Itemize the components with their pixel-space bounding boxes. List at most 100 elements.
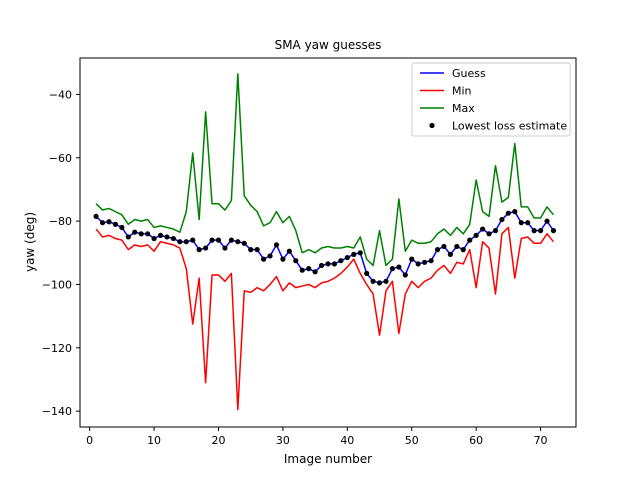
data-point-lowest-loss-estimate <box>525 220 531 226</box>
data-point-lowest-loss-estimate <box>235 239 241 245</box>
plot-frame <box>79 57 577 428</box>
chart-title: SMA yaw guesses <box>275 38 382 52</box>
data-point-lowest-loss-estimate <box>260 256 267 262</box>
data-point-lowest-loss-estimate <box>409 256 415 262</box>
x-tick-label: 0 <box>86 434 93 447</box>
x-tick-label: 30 <box>276 434 290 447</box>
plot-points <box>93 209 557 286</box>
data-point-lowest-loss-estimate <box>505 210 511 216</box>
data-point-lowest-loss-estimate <box>203 245 209 251</box>
data-point-lowest-loss-estimate <box>331 261 338 267</box>
data-point-lowest-loss-estimate <box>344 254 350 261</box>
data-point-lowest-loss-estimate <box>196 247 202 253</box>
data-point-lowest-loss-estimate <box>441 243 447 250</box>
legend: Guess Min Max Lowest loss estimate <box>411 62 571 137</box>
y-tick-label: −80 <box>49 215 72 228</box>
data-point-lowest-loss-estimate <box>318 262 325 269</box>
data-point-lowest-loss-estimate <box>209 237 215 243</box>
data-point-lowest-loss-estimate <box>119 224 125 231</box>
data-point-lowest-loss-estimate <box>93 213 99 219</box>
data-point-lowest-loss-estimate <box>325 261 331 267</box>
data-point-lowest-loss-estimate <box>376 280 383 286</box>
data-point-lowest-loss-estimate <box>164 234 170 240</box>
y-tick-label: −60 <box>49 152 72 165</box>
data-point-lowest-loss-estimate <box>499 216 505 223</box>
data-point-lowest-loss-estimate <box>273 242 280 248</box>
data-point-lowest-loss-estimate <box>370 278 376 284</box>
x-axis-ticks: 0 10 20 30 40 50 60 70 <box>86 427 548 447</box>
data-point-lowest-loss-estimate <box>338 258 344 264</box>
data-point-lowest-loss-estimate <box>299 267 305 273</box>
data-point-lowest-loss-estimate <box>415 261 421 267</box>
x-tick-label: 60 <box>469 434 483 447</box>
legend-box <box>411 62 571 137</box>
data-point-lowest-loss-estimate <box>306 266 312 272</box>
data-point-lowest-loss-estimate <box>312 269 318 275</box>
data-point-lowest-loss-estimate <box>351 251 357 257</box>
data-point-lowest-loss-estimate <box>480 226 486 232</box>
data-point-lowest-loss-estimate <box>177 239 183 245</box>
legend-swatch-lowest-loss-estimate <box>429 122 435 129</box>
data-point-lowest-loss-estimate <box>132 229 138 235</box>
data-point-lowest-loss-estimate <box>428 258 434 264</box>
data-point-lowest-loss-estimate <box>170 235 176 242</box>
data-point-lowest-loss-estimate <box>364 270 370 276</box>
x-axis-title: Image number <box>284 452 372 466</box>
y-axis-ticks: −140 −120 −100 −80 −60 −40 <box>42 88 80 418</box>
data-point-lowest-loss-estimate <box>99 220 106 226</box>
series-line-max <box>95 73 555 267</box>
x-tick-label: 40 <box>340 434 354 447</box>
data-point-lowest-loss-estimate <box>228 237 234 243</box>
data-point-lowest-loss-estimate <box>254 247 260 253</box>
data-point-lowest-loss-estimate <box>145 231 151 237</box>
data-point-lowest-loss-estimate <box>422 259 428 265</box>
y-tick-label: −100 <box>42 278 72 291</box>
legend-label-lowest-loss-estimate: Lowest loss estimate <box>452 120 567 133</box>
data-point-lowest-loss-estimate <box>190 237 196 243</box>
data-point-lowest-loss-estimate <box>248 247 254 253</box>
data-point-lowest-loss-estimate <box>454 243 460 250</box>
data-point-lowest-loss-estimate <box>222 245 228 251</box>
data-point-lowest-loss-estimate <box>389 266 396 272</box>
data-point-lowest-loss-estimate <box>434 247 441 253</box>
data-point-lowest-loss-estimate <box>125 234 131 240</box>
data-point-lowest-loss-estimate <box>293 258 299 264</box>
data-point-lowest-loss-estimate <box>286 248 292 254</box>
data-point-lowest-loss-estimate <box>460 247 466 253</box>
data-point-lowest-loss-estimate <box>215 237 222 243</box>
data-point-lowest-loss-estimate <box>138 231 144 237</box>
data-point-lowest-loss-estimate <box>157 232 164 238</box>
data-point-lowest-loss-estimate <box>550 228 557 234</box>
x-tick-label: 70 <box>534 434 548 447</box>
data-point-lowest-loss-estimate <box>151 235 157 242</box>
data-point-lowest-loss-estimate <box>492 228 499 234</box>
legend-label-max: Max <box>452 102 475 115</box>
data-point-lowest-loss-estimate <box>402 272 408 278</box>
data-point-lowest-loss-estimate <box>280 256 286 262</box>
data-point-lowest-loss-estimate <box>518 220 524 226</box>
data-point-lowest-loss-estimate <box>531 228 537 234</box>
x-tick-label: 20 <box>211 434 225 447</box>
legend-label-min: Min <box>452 85 472 98</box>
y-tick-label: −40 <box>49 88 72 101</box>
data-point-lowest-loss-estimate <box>447 251 453 257</box>
data-point-lowest-loss-estimate <box>357 250 363 256</box>
y-tick-label: −140 <box>42 405 72 418</box>
data-point-lowest-loss-estimate <box>183 239 189 245</box>
legend-label-guess: Guess <box>452 67 486 80</box>
x-tick-label: 50 <box>405 434 419 447</box>
y-axis-title: yaw (deg) <box>23 212 37 272</box>
data-point-lowest-loss-estimate <box>383 278 389 284</box>
data-point-lowest-loss-estimate <box>473 232 479 238</box>
data-point-lowest-loss-estimate <box>241 240 247 246</box>
data-point-lowest-loss-estimate <box>537 228 544 234</box>
data-point-lowest-loss-estimate <box>512 209 518 215</box>
data-point-lowest-loss-estimate <box>467 237 473 243</box>
y-tick-label: −120 <box>42 342 72 355</box>
series-line-min <box>95 226 555 411</box>
data-point-lowest-loss-estimate <box>267 253 273 259</box>
x-tick-label: 10 <box>147 434 161 447</box>
data-point-lowest-loss-estimate <box>544 218 550 224</box>
data-point-lowest-loss-estimate <box>396 264 402 270</box>
